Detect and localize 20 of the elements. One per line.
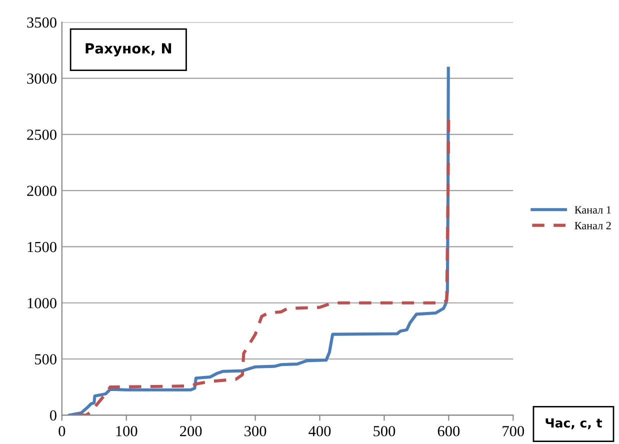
x-tick-label: 600 [438,426,460,436]
x-axis-title: Час, с, t [546,418,602,430]
y-tick-label: 2500 [27,130,56,140]
legend-label: Канал 2 [574,222,611,230]
x-tick-label: 700 [502,426,524,436]
y-tick-label: 2000 [27,186,56,196]
y-tick-label: 1500 [28,242,56,252]
y-tick-label: 500 [35,354,56,364]
y-tick-label: 3500 [27,17,56,28]
x-tick-label: 400 [308,426,331,436]
y-tick-label: 3000 [27,73,56,84]
y-axis-title: Рахунок, N [86,43,172,56]
x-tick-label: 0 [58,426,66,436]
x-tick-label: 300 [244,426,266,436]
y-tick-label: 0 [50,410,56,421]
y-tick-label: 1000 [28,298,56,308]
x-tick-label: 200 [180,426,202,436]
x-tick-label: 100 [116,426,138,436]
x-tick-label: 500 [374,426,396,436]
legend-label: Канал 1 [574,206,611,214]
